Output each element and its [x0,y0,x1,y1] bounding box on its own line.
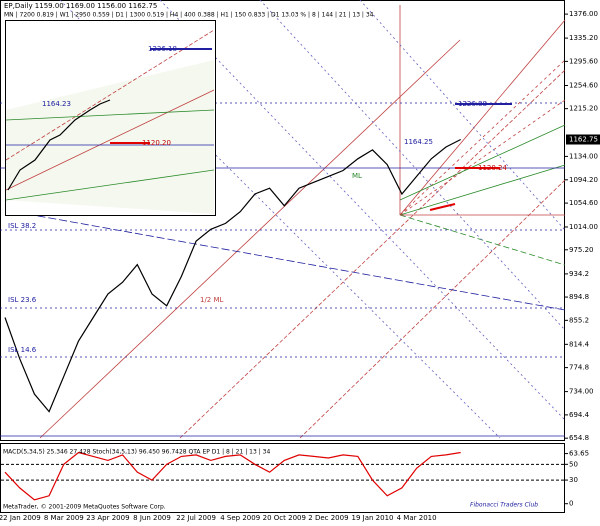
annotation: ISL 23.6 [8,296,37,304]
last-price-label: 1162.75 [569,136,598,144]
y-tick-label: 774.8 [569,364,589,372]
y-tick-label: 694.4 [569,411,590,419]
y-tick-label: 1094.20 [569,176,598,184]
x-tick-label: 4 Mar 2010 [397,514,437,522]
drawing-tools [0,0,566,439]
y-tick-label: 1376.00 [569,10,598,18]
last-price-box [566,134,600,145]
annotation: ISL 14.6 [8,346,37,354]
y-tick-label: 0 [569,500,573,508]
y-tick-label: 855.2 [569,316,589,324]
x-tick-label: 22 Jul 2009 [176,514,216,522]
x-tick-label: 8 Mar 2009 [44,514,84,522]
y-tick-label: 1215.20 [569,105,598,113]
y-tick-label: 894.8 [569,293,589,301]
annotation: 1226.88 [458,100,487,108]
y-tick-label: 934.2 [569,270,589,278]
x-tick-label: 19 Jan 2010 [352,514,394,522]
y-tick-label: 1254.60 [569,81,598,89]
chart-title: EP,Daily 1159.00 1169.00 1156.00 1162.75 [4,2,157,10]
copyright: MetaTrader, © 2001-2009 MetaQuotes Softw… [3,504,166,511]
y-tick-label: 30 [569,476,578,484]
y-tick-label: 1295.60 [569,57,598,65]
indicator-title: MACD(5,34,5) 25.346 27.428 Stoch(34,5,13… [3,449,270,456]
annotation: 1/2 ML [200,296,224,304]
y-tick-label: 975.20 [569,246,594,254]
y-tick-label: 734.00 [569,388,594,396]
y-tick-label: 1014.00 [569,223,598,231]
annotation: 1164.25 [404,138,433,146]
x-tick-label: 8 Jun 2009 [133,514,171,522]
inset [5,20,216,216]
footer: Fibonacci Traders Club [470,502,538,509]
indicator-frame [0,443,565,513]
y-tick-label: 654.8 [569,434,589,442]
y-tick-label: 63.65 [569,450,589,458]
y-tick-label: 1134.00 [569,152,598,160]
price-line [4,138,461,413]
price-line [4,451,461,501]
x-tick-label: 2 Dec 2009 [308,514,348,522]
y-tick-label: 814.4 [569,340,590,348]
annotation: ML [352,172,362,180]
annotation: 1236.18 [148,45,177,53]
annotation: 1120.24 [478,164,507,172]
annotation: ISL 38.2 [8,222,36,230]
y-tick-label: 50 [569,460,578,468]
x-tick-label: 20 Oct 2009 [263,514,306,522]
x-tick-label: 22 Jan 2009 [0,514,41,522]
annotation: 1164.23 [42,100,71,108]
x-tick-label: 23 Apr 2009 [86,514,129,522]
y-tick-label: 1054.60 [569,199,598,207]
chart-subtitle: MN | 7200 0.819 | W1 | 2950 0.559 | D1 |… [4,12,374,19]
y-tick-label: 1335.20 [569,34,598,42]
x-tick-label: 4 Sep 2009 [220,514,260,522]
annotation: 1120.20 [142,139,171,147]
